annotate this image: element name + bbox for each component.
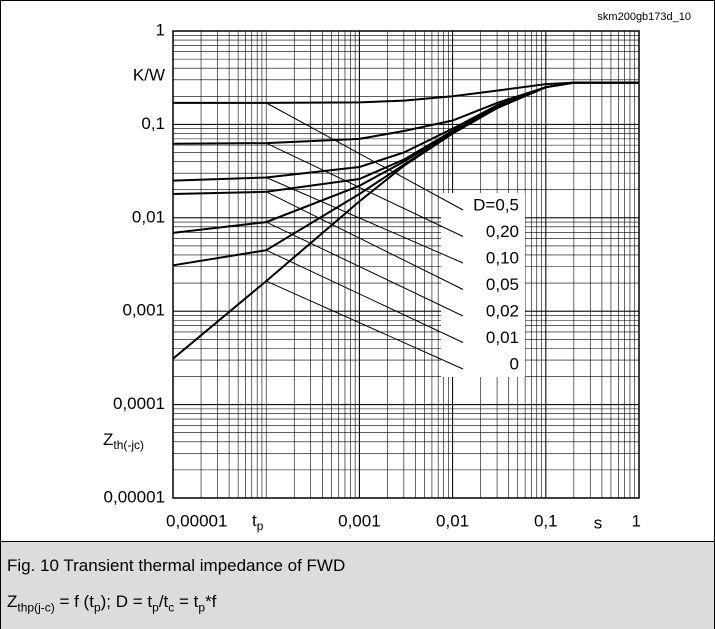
- subscript: thp(j-c): [17, 600, 55, 615]
- curve: [172, 81, 639, 182]
- curve: [172, 81, 639, 360]
- leader-line: [265, 249, 464, 343]
- y-tick-label: 0,001: [122, 301, 165, 320]
- leader-line: [265, 102, 464, 211]
- subscript: p: [152, 600, 159, 615]
- x-tick-label: 0,001: [338, 511, 381, 530]
- leader-line: [265, 280, 464, 370]
- series-label: D=0,5: [473, 195, 519, 214]
- y-tick-label: 0,1: [141, 114, 165, 133]
- leader-line: [265, 221, 464, 317]
- formula-part: = f (t: [54, 592, 94, 611]
- x-tick-label: 1: [632, 511, 641, 530]
- leader-line: [266, 177, 464, 264]
- caption-title: Fig. 10 Transient thermal impedance of F…: [7, 556, 346, 575]
- y-tick-label: 0,00001: [104, 487, 165, 506]
- formula-part: *f: [205, 592, 217, 611]
- series-label: 0,02: [486, 301, 519, 320]
- axis-label: Zth(-jc): [103, 430, 144, 452]
- y-tick-label: 0,0001: [113, 394, 165, 413]
- caption-formula: Zthp(j-c) = f (tp); D = tp/tc = tp*f: [7, 592, 216, 614]
- series-label: 0: [510, 354, 519, 373]
- x-unit: s: [594, 513, 603, 532]
- series-label: 0,05: [486, 275, 519, 294]
- series-label: 0,10: [486, 248, 519, 267]
- y-unit: K/W: [133, 65, 165, 84]
- formula-part: Z: [7, 592, 18, 611]
- leader-line: [265, 191, 464, 290]
- axis-label-part: Z: [103, 430, 113, 449]
- axis-label-part: t: [252, 511, 257, 530]
- x-tick-label: 0,01: [436, 511, 469, 530]
- curve: [172, 81, 639, 145]
- caption: Fig. 10 Transient thermal impedance of F…: [1, 541, 714, 629]
- series-label: 0,01: [486, 328, 519, 347]
- y-tick-label: 1: [156, 20, 165, 39]
- x-tick-label: 0,1: [534, 511, 558, 530]
- x-tick-label: 0,00001: [166, 511, 227, 530]
- formula-part: /t: [158, 592, 169, 611]
- subscript: c: [168, 600, 175, 615]
- subscript: p: [93, 600, 101, 615]
- y-tick-label: 0,01: [132, 207, 165, 226]
- subscript: th(-jc): [113, 438, 144, 452]
- curve: [173, 81, 639, 104]
- formula-part: ); D = t: [100, 592, 153, 611]
- axis-label: tp: [252, 511, 264, 533]
- subscript: p: [198, 600, 206, 615]
- chart: skm200gb173d_10 0,00001 0,0001 0,001 0,01 0,…: [103, 11, 691, 533]
- series-label: 0,20: [486, 222, 519, 241]
- source-id: skm200gb173d_10: [597, 11, 691, 23]
- subscript: p: [257, 519, 264, 533]
- formula-part: = t: [174, 592, 199, 611]
